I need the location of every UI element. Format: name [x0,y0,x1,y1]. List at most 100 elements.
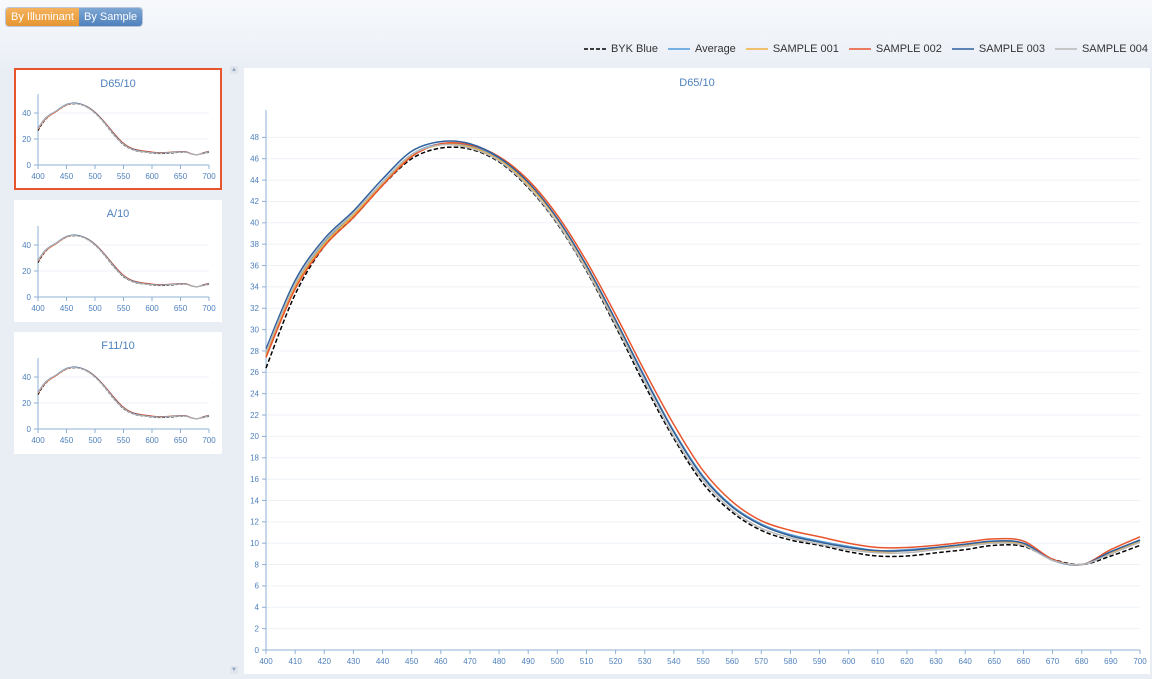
y-tick-label: 0 [255,646,260,655]
series-line [37,234,210,288]
y-tick-label: 48 [250,133,259,142]
x-tick-label: 640 [959,657,973,666]
series-line [265,143,1141,566]
chart-title: D65/10 [679,77,715,89]
x-tick-label: 480 [492,657,506,666]
thumbnail-d65-10[interactable]: D65/10 0 20 40 400 450 500 550 600 650 700 [14,68,222,190]
legend-swatch-icon [583,48,606,50]
series-line [37,103,210,156]
series-line [37,102,210,156]
x-tick-label: 600 [842,657,856,666]
x-tick-label: 430 [347,657,361,666]
x-tick-label: 540 [667,657,681,666]
x-tick-label: 550 [117,172,131,181]
y-tick-label: 42 [250,197,259,206]
series-line [37,366,210,420]
series-line [265,146,1141,566]
legend-swatch-icon [951,48,974,50]
legend-item[interactable]: SAMPLE 004 [1054,43,1148,55]
y-tick-label: 34 [250,283,259,292]
x-tick-label: 530 [638,657,652,666]
y-tick-label: 18 [250,454,259,463]
thumbnail-chart: 0 20 40 400 450 500 550 600 650 700 [22,94,216,181]
x-tick-label: 460 [434,657,448,666]
series-line [37,367,210,420]
y-tick-label: 40 [22,373,31,382]
thumbnail-title: F11/10 [101,340,135,352]
by-illuminant-button[interactable]: By Illuminant [6,8,79,26]
x-tick-label: 700 [202,304,216,313]
thumbnail-chart: 0 20 40 400 450 500 550 600 650 700 [22,226,216,313]
y-tick-label: 20 [22,399,31,408]
x-tick-label: 620 [900,657,914,666]
x-tick-label: 690 [1104,657,1118,666]
legend-label: SAMPLE 004 [1081,43,1148,55]
y-tick-label: 40 [22,109,31,118]
x-tick-label: 650 [988,657,1002,666]
legend-label: BYK Blue [610,43,659,55]
x-tick-label: 510 [580,657,594,666]
view-mode-toggle: By Illuminant By Sample [6,8,143,26]
legend-item[interactable]: Average [668,43,736,55]
y-tick-label: 6 [255,582,260,591]
x-tick-label: 700 [1133,657,1147,666]
x-tick-label: 650 [174,304,188,313]
top-toolbar: By Illuminant By Sample BYK Blue Average S… [0,0,1152,68]
x-tick-label: 400 [31,304,45,313]
series-line [37,234,210,288]
x-tick-label: 420 [318,657,332,666]
series-line [265,143,1141,566]
scroll-up-icon[interactable]: ▲ [230,66,238,74]
series-line [37,234,210,288]
thumbnail-chart: 0 20 40 400 450 500 550 600 650 700 [22,358,216,445]
x-tick-label: 600 [145,172,159,181]
x-tick-label: 550 [696,657,710,666]
x-tick-label: 490 [522,657,536,666]
scroll-down-icon[interactable]: ▼ [230,666,238,674]
y-tick-label: 8 [255,560,260,569]
x-tick-label: 650 [174,172,188,181]
x-tick-label: 470 [463,657,477,666]
x-tick-label: 550 [117,436,131,445]
series-line [37,102,210,156]
legend-item[interactable]: SAMPLE 001 [745,43,839,55]
series-line [37,102,210,156]
chart-legend: BYK Blue Average SAMPLE 001 SAMPLE 002 SAMPL… [574,43,1148,55]
series-line [265,141,1141,566]
x-tick-label: 450 [60,304,74,313]
x-tick-label: 610 [871,657,885,666]
thumbnail-a-10[interactable]: A/10 0 20 40 400 450 500 550 600 650 700 [14,200,222,322]
legend-item[interactable]: SAMPLE 002 [848,43,942,55]
series-line [37,235,210,288]
illuminant-thumbnail-list: D65/10 0 20 40 400 450 500 550 600 650 700 A/10 0… [0,68,230,674]
legend-item[interactable]: SAMPLE 003 [951,43,1045,55]
legend-item[interactable]: BYK Blue [583,43,659,55]
plot-area: 0246810121416182022242628303234363840424… [250,110,1147,666]
y-tick-label: 20 [22,267,31,276]
sidebar-scrollbar[interactable]: ▲ ▼ [229,66,239,674]
x-tick-label: 450 [60,436,74,445]
legend-swatch-icon [848,48,871,50]
legend-label: Average [695,43,736,55]
x-tick-label: 550 [117,304,131,313]
thumbnail-f11-10[interactable]: F11/10 0 20 40 400 450 500 550 600 650 700 [14,332,222,454]
x-tick-label: 600 [145,304,159,313]
y-tick-label: 2 [255,624,260,633]
x-tick-label: 500 [551,657,565,666]
x-tick-label: 700 [202,172,216,181]
x-tick-label: 450 [405,657,419,666]
x-tick-label: 570 [755,657,769,666]
y-tick-label: 22 [250,411,259,420]
x-tick-label: 630 [929,657,943,666]
x-tick-label: 700 [202,436,216,445]
series-line [37,102,210,156]
x-tick-label: 580 [784,657,798,666]
thumbnail-title: D65/10 [100,78,136,90]
series-line [37,366,210,420]
y-tick-label: 36 [250,261,259,270]
y-tick-label: 12 [250,518,259,527]
x-tick-label: 400 [31,172,45,181]
by-sample-button[interactable]: By Sample [78,8,143,26]
x-tick-label: 590 [813,657,827,666]
plot-area: 0 20 40 400 450 500 550 600 650 700 [22,358,216,445]
